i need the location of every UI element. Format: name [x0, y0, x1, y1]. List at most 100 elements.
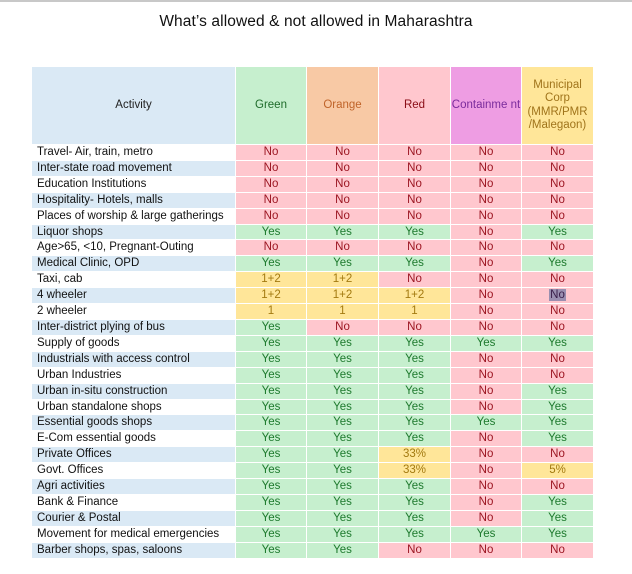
green-cell: Yes [236, 479, 306, 494]
activity-cell: 4 wheeler [32, 288, 235, 304]
table-row: Bank & Finance Yes Yes Yes No Yes [32, 494, 593, 510]
selected-text: No [549, 289, 566, 302]
red-cell: No [379, 542, 450, 558]
table-row: Travel- Air, train, metro No No No No No [32, 145, 593, 160]
green-cell: 1+2 [236, 288, 306, 304]
red-cell: No [379, 192, 450, 208]
containment-cell: Yes [451, 335, 521, 351]
orange-cell: 1+2 [307, 272, 378, 288]
activity-cell: Travel- Air, train, metro [32, 145, 235, 160]
table-row: Supply of goods Yes Yes Yes Yes Yes [32, 335, 593, 351]
containment-cell: No [451, 272, 521, 288]
containment-cell: No [451, 494, 521, 510]
table-row: Courier & Postal Yes Yes Yes No Yes [32, 510, 593, 526]
orange-cell: Yes [307, 494, 378, 510]
table-row: Age>65, <10, Pregnant-Outing No No No No No [32, 240, 593, 256]
table-body: Travel- Air, train, metro No No No No No Inter… [32, 145, 593, 558]
containment-cell: No [451, 463, 521, 479]
orange-cell: No [307, 176, 378, 192]
activity-cell: Bank & Finance [32, 494, 235, 510]
red-cell: No [379, 240, 450, 256]
containment-cell: No [451, 399, 521, 415]
orange-cell: Yes [307, 335, 378, 351]
orange-cell: Yes [307, 510, 378, 526]
red-cell: 1 [379, 304, 450, 319]
containment-cell: No [451, 160, 521, 176]
municipal-cell: No [522, 304, 593, 319]
activity-cell: Liquor shops [32, 224, 235, 240]
containment-cell: No [451, 224, 521, 240]
activity-cell: Urban Industries [32, 367, 235, 383]
containment-cell: No [451, 351, 521, 367]
table-row: Urban in-situ construction Yes Yes Yes No Yes [32, 383, 593, 399]
activity-cell: Movement for medical emergencies [32, 526, 235, 542]
activity-cell: 2 wheeler [32, 304, 235, 319]
activity-cell: Barber shops, spas, saloons [32, 542, 235, 558]
table-row: Hospitality- Hotels, malls No No No No No [32, 192, 593, 208]
table-row: Private Offices Yes Yes 33% No No [32, 447, 593, 463]
orange-cell: Yes [307, 415, 378, 431]
green-cell: Yes [236, 415, 306, 431]
green-cell: 1+2 [236, 272, 306, 288]
red-cell: No [379, 272, 450, 288]
green-cell: No [236, 176, 306, 192]
orange-cell: Yes [307, 431, 378, 447]
municipal-cell: No [522, 272, 593, 288]
red-cell: No [379, 319, 450, 335]
orange-cell: No [307, 240, 378, 256]
activity-cell: Govt. Offices [32, 463, 235, 479]
containment-cell: No [451, 304, 521, 319]
table-row: Essential goods shops Yes Yes Yes Yes Yes [32, 415, 593, 431]
orange-cell: No [307, 319, 378, 335]
orange-cell: No [307, 208, 378, 224]
green-cell: Yes [236, 463, 306, 479]
orange-cell: 1 [307, 304, 378, 319]
green-cell: Yes [236, 542, 306, 558]
containment-cell: No [451, 240, 521, 256]
red-cell: Yes [379, 526, 450, 542]
table-row: Education Institutions No No No No No [32, 176, 593, 192]
containment-cell: No [451, 208, 521, 224]
green-cell: Yes [236, 367, 306, 383]
green-cell: Yes [236, 335, 306, 351]
table-row: 4 wheeler 1+2 1+2 1+2 No No [32, 288, 593, 304]
green-cell: No [236, 160, 306, 176]
orange-cell: Yes [307, 479, 378, 494]
page-title: What’s allowed & not allowed in Maharash… [159, 13, 473, 30]
municipal-cell: Yes [522, 256, 593, 272]
column-header-green: Green [236, 67, 306, 144]
orange-cell: Yes [307, 383, 378, 399]
containment-cell: No [451, 383, 521, 399]
activity-cell: Hospitality- Hotels, malls [32, 192, 235, 208]
column-header-containment: Containme nt [451, 67, 521, 144]
green-cell: Yes [236, 447, 306, 463]
table-row: Inter-state road movement No No No No No [32, 160, 593, 176]
municipal-cell: 5% [522, 463, 593, 479]
table-row: Industrials with access control Yes Yes Yes… [32, 351, 593, 367]
green-cell: No [236, 240, 306, 256]
red-cell: Yes [379, 383, 450, 399]
green-cell: Yes [236, 383, 306, 399]
red-cell: Yes [379, 431, 450, 447]
table-row: Movement for medical emergencies Yes Yes Ye… [32, 526, 593, 542]
activity-cell: Agri activities [32, 479, 235, 494]
green-cell: 1 [236, 304, 306, 319]
containment-cell: No [451, 288, 521, 304]
red-cell: Yes [379, 479, 450, 494]
containment-cell: No [451, 192, 521, 208]
orange-cell: No [307, 192, 378, 208]
table-row: Agri activities Yes Yes Yes No No [32, 479, 593, 494]
red-cell: Yes [379, 399, 450, 415]
red-cell: 33% [379, 447, 450, 463]
orange-cell: Yes [307, 256, 378, 272]
red-cell: No [379, 145, 450, 160]
table-row: 2 wheeler 1 1 1 No No [32, 304, 593, 319]
table-row: Taxi, cab 1+2 1+2 No No No [32, 272, 593, 288]
municipal-cell: Yes [522, 335, 593, 351]
green-cell: Yes [236, 399, 306, 415]
red-cell: Yes [379, 494, 450, 510]
red-cell: Yes [379, 224, 450, 240]
containment-cell: No [451, 256, 521, 272]
green-cell: Yes [236, 526, 306, 542]
red-cell: Yes [379, 256, 450, 272]
